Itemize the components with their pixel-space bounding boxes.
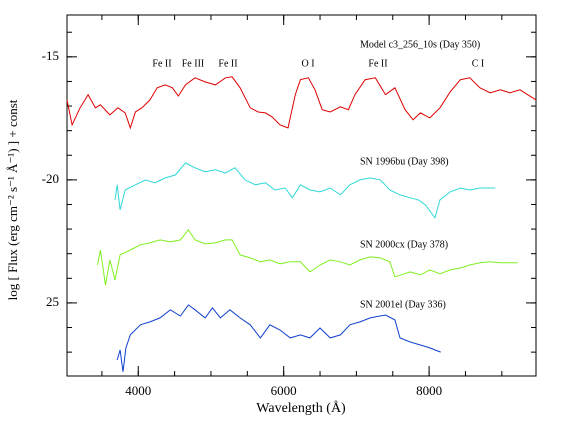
annotation: C I	[472, 58, 485, 69]
x-axis-label: Wavelength (Å)	[256, 400, 346, 416]
spectrum-line	[114, 162, 496, 219]
series-label: SN 2000cx (Day 378)	[360, 239, 448, 250]
series-label: SN 2001el (Day 336)	[360, 299, 446, 310]
spectrum-line	[116, 304, 441, 372]
annotation: Fe II	[368, 58, 387, 69]
series-label: SN 1996bu (Day 398)	[360, 156, 449, 167]
y-tick-label: 25	[46, 294, 59, 309]
annotation: Fe II	[152, 58, 171, 69]
y-tick-label: -20	[42, 171, 59, 186]
annotation: Fe II	[218, 58, 237, 69]
x-tick-label: 4000	[125, 383, 151, 398]
annotations: Fe II Fe III Fe II O I Fe II C I	[152, 58, 484, 69]
y-tick-label: -15	[42, 48, 59, 63]
annotation: O I	[301, 58, 314, 69]
x-tick-label: 6000	[271, 383, 297, 398]
series-label: Model c3_256_10s (Day 350)	[360, 39, 480, 50]
spectrum-line	[97, 228, 518, 286]
annotation: Fe III	[182, 58, 205, 69]
y-axis-label: log [ Flux (erg cm⁻² s⁻¹ Å⁻¹) ] + const	[5, 99, 20, 300]
spectrum-line	[66, 76, 537, 130]
plot-frame	[66, 14, 537, 377]
x-tick-label: 8000	[416, 383, 442, 398]
